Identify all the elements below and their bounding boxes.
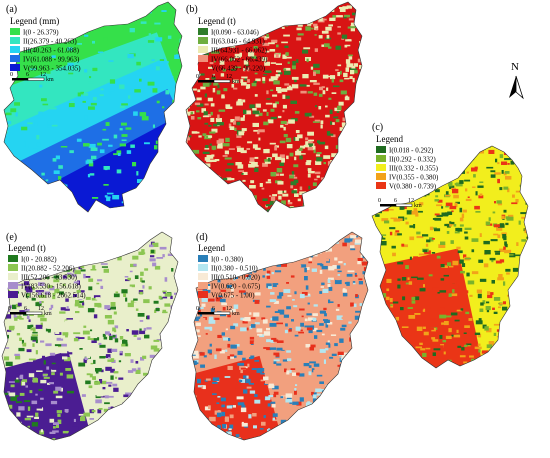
scale-a-unit: km (46, 77, 54, 83)
scale-d-tick-12: 12 (226, 306, 232, 312)
legend-b-label-3: III(64.931 - 66.062) (211, 47, 268, 55)
legend-e-swatch-2 (8, 264, 18, 271)
panel-label-b: (b) (186, 4, 198, 15)
legend-d-swatch-3 (198, 273, 208, 280)
scale-b-tick-6: 6 (212, 74, 215, 80)
legend-d-swatch-2 (198, 264, 208, 271)
legend-a-swatch-1 (10, 28, 20, 35)
legend-b: Legend (t) I(0.090 - 63.046) II(63.046 -… (198, 16, 268, 73)
legend-c-label-3: III(0.332 - 0.355) (389, 165, 439, 173)
scale-b-unit: km (232, 79, 240, 85)
legend-e-swatch-4 (8, 282, 18, 289)
legend-c-swatch-1 (376, 146, 386, 153)
legend-a: Legend (mm) I(0 - 26.379) II(26.379 - 40… (10, 16, 81, 73)
scale-a-tick-12: 12 (40, 72, 46, 78)
legend-b-label-1: I(0.090 - 63.046) (211, 29, 259, 37)
legend-e-label-4: IV(83.530 - 156.618) (21, 283, 82, 291)
scale-b-tick-0: 0 (196, 74, 199, 80)
legend-b-label-5: V(66.439 - 96.220) (211, 65, 266, 73)
scale-b-tick-12: 12 (226, 74, 232, 80)
legend-c-swatch-5 (376, 182, 386, 189)
scale-e-unit: km (44, 311, 52, 317)
panel-label-a: (a) (6, 4, 17, 15)
legend-c-label-1: I(0.018 - 0.292) (389, 147, 434, 155)
legend-a-label-4: IV(61.088 - 99.963) (23, 56, 80, 64)
legend-c-label-4: IV(0.355 - 0.380) (389, 174, 439, 182)
legend-e-swatch-3 (8, 273, 18, 280)
legend-a-label-1: I(0 - 26.379) (23, 29, 59, 37)
legend-a-swatch-5 (10, 64, 20, 71)
panel-c: (c) Legend I(0.018 - 0.292) II(0.292 - 0… (371, 122, 529, 369)
scale-c-tick-0: 0 (378, 198, 381, 204)
legend-c-swatch-2 (376, 155, 386, 162)
scale-bar-d: 0 6 12 km (196, 306, 240, 317)
legend-a-label-5: V(99.963 - 354.035) (23, 65, 81, 73)
legend-d-swatch-5 (198, 291, 208, 298)
legend-a-swatch-3 (10, 46, 20, 53)
panel-label-e: (e) (6, 232, 17, 243)
legend-a-label-2: II(26.379 - 40.263) (23, 38, 77, 46)
legend-e: Legend (t) I(0 - 20.882) II(20.882 - 52.… (8, 243, 86, 300)
legend-d: Legend I(0 - 0.380) II(0.380 - 0.510) II… (198, 243, 261, 300)
scale-bar-a: 0 6 12 km (10, 72, 54, 83)
legend-e-label-5: V(156.618 - 2662.514) (21, 292, 86, 300)
panel-e: (e) Legend (t) I(0 - 20.882) II(20.882 -… (1, 231, 179, 441)
legend-e-swatch-1 (8, 255, 18, 262)
legend-d-label-1: I(0 - 0.380) (211, 256, 244, 264)
legend-title-c: Legend (376, 134, 403, 144)
scale-a-tick-6: 6 (26, 72, 29, 78)
scale-d-unit: km (232, 311, 240, 317)
scale-e-tick-6: 6 (24, 306, 27, 312)
legend-d-label-4: IV(0.620 - 0.675) (211, 283, 261, 291)
panel-b: (b) Legend (t) I(0.090 - 63.046) II(63.0… (185, 1, 363, 213)
scale-a-tick-0: 0 (10, 72, 13, 78)
legend-b-swatch-5 (198, 64, 208, 71)
legend-c-swatch-3 (376, 164, 386, 171)
legend-b-swatch-2 (198, 37, 208, 44)
scale-e-tick-12: 12 (38, 306, 44, 312)
legend-b-swatch-1 (198, 28, 208, 35)
legend-title-e: Legend (t) (8, 243, 46, 253)
scale-bar-c: 0 6 12 km (378, 198, 422, 209)
legend-b-swatch-3 (198, 46, 208, 53)
legend-d-label-2: II(0.380 - 0.510) (211, 265, 258, 273)
legend-a-swatch-2 (10, 37, 20, 44)
legend-a-label-3: III(40.263 - 61.088) (23, 47, 80, 55)
north-arrow-icon: N (509, 61, 524, 100)
scale-d-tick-6: 6 (212, 306, 215, 312)
legend-c: Legend I(0.018 - 0.292) II(0.292 - 0.332… (376, 134, 439, 191)
scale-d-tick-0: 0 (196, 306, 199, 312)
map-c (372, 146, 528, 368)
scale-bar-e: 0 6 12 km (8, 306, 52, 317)
panel-d: (d) Legend I(0 - 0.380) II(0.380 - 0.510… (191, 231, 369, 441)
legend-title-a: Legend (mm) (10, 16, 59, 26)
legend-e-swatch-5 (8, 291, 18, 298)
scale-c-unit: km (414, 203, 422, 209)
legend-a-swatch-4 (10, 55, 20, 62)
legend-b-swatch-4 (198, 55, 208, 62)
scale-bar-b: 0 6 12 km (196, 74, 240, 85)
legend-d-swatch-4 (198, 282, 208, 289)
legend-title-b: Legend (t) (198, 16, 236, 26)
legend-d-label-3: III(0.510 - 0.620) (211, 274, 261, 282)
legend-c-label-2: II(0.292 - 0.332) (389, 156, 436, 164)
panel-label-d: (d) (196, 232, 208, 243)
scale-e-tick-0: 0 (8, 306, 11, 312)
legend-e-label-2: II(20.882 - 52.206) (21, 265, 75, 273)
scale-c-tick-12: 12 (408, 198, 414, 204)
north-arrow-label: N (511, 61, 519, 73)
legend-e-label-3: III(52.206 - 83.530) (21, 274, 78, 282)
legend-b-label-4: IV(66.062 - 66.439) (211, 56, 268, 64)
legend-e-label-1: I(0 - 20.882) (21, 256, 57, 264)
panel-label-c: (c) (372, 122, 383, 133)
legend-b-label-2: II(63.046 - 64.931) (211, 38, 265, 46)
legend-d-label-5: V(0.675 - 1.00) (211, 292, 255, 300)
legend-c-label-5: V(0.380 - 0.739) (389, 183, 437, 191)
legend-title-d: Legend (198, 243, 225, 253)
scale-c-tick-6: 6 (394, 198, 397, 204)
legend-d-swatch-1 (198, 255, 208, 262)
legend-c-swatch-4 (376, 173, 386, 180)
